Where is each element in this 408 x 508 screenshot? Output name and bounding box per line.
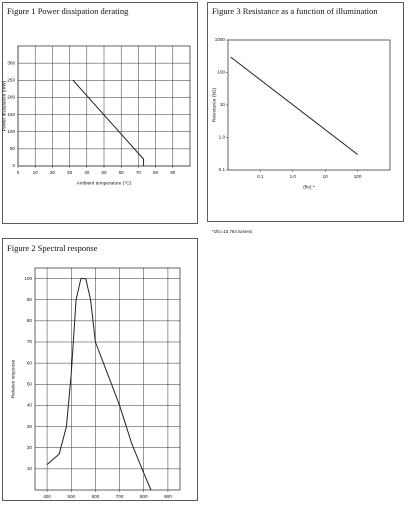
y-tick-label: 80 xyxy=(27,318,33,323)
y-tick-label: 150 xyxy=(7,112,15,117)
x-tick-label: 800 xyxy=(140,494,148,499)
x-tick-label: 90 xyxy=(170,170,176,175)
x-tick-label: 70 xyxy=(136,170,142,175)
y-tick-label: 90 xyxy=(27,297,33,302)
y-tick-label: 300 xyxy=(7,60,15,65)
y-axis-label: Resistance (kΩ) xyxy=(211,87,217,122)
y-tick-label: 100 xyxy=(217,70,225,75)
data-line xyxy=(230,56,358,155)
x-tick-label: 80 xyxy=(153,170,159,175)
x-tick-label: 1.0 xyxy=(290,174,297,179)
figure-title: Figure 1 Power dissipation derating xyxy=(7,6,129,16)
x-tick-label: 10 xyxy=(33,170,39,175)
x-tick-label: 100 xyxy=(354,174,362,179)
y-tick-label: 50 xyxy=(27,382,33,387)
plot-frame xyxy=(34,267,181,491)
y-tick-label: 200 xyxy=(7,95,15,100)
x-axis-label: (ftc) * xyxy=(303,184,315,190)
y-tick-label: 100 xyxy=(24,276,32,281)
y-tick-label: 10 xyxy=(220,102,226,107)
figure-frame xyxy=(2,2,198,224)
y-tick-label: 0.1 xyxy=(219,167,226,172)
x-tick-label: 0 xyxy=(17,170,20,175)
x-tick-label: 30 xyxy=(67,170,73,175)
figure-title: Figure 3 Resistance as a function of ill… xyxy=(212,6,378,16)
y-tick-label: 1.0 xyxy=(219,135,226,140)
y-tick-label: 100 xyxy=(7,129,15,134)
x-tick-label: 10 xyxy=(323,174,329,179)
y-tick-label: 40 xyxy=(27,403,33,408)
x-tick-label: 40 xyxy=(84,170,90,175)
x-tick-label: 20 xyxy=(50,170,56,175)
y-tick-label: 30 xyxy=(27,424,33,429)
data-line xyxy=(46,278,152,491)
y-tick-label: 0 xyxy=(12,163,15,168)
y-tick-label: 70 xyxy=(27,339,33,344)
y-tick-label: 10 xyxy=(27,466,33,471)
y-tick-label: 250 xyxy=(7,78,15,83)
x-tick-label: 0.1 xyxy=(257,174,264,179)
y-tick-label: 20 xyxy=(27,445,33,450)
plot-frame xyxy=(227,39,391,171)
x-tick-label: 600 xyxy=(92,494,100,499)
x-tick-label: 60 xyxy=(119,170,125,175)
figure-title: Figure 2 Spectral response xyxy=(7,243,98,253)
data-line xyxy=(72,79,145,166)
y-axis-label: Relative response xyxy=(10,359,16,398)
figure-frame xyxy=(207,2,404,222)
figure-frame xyxy=(2,238,198,501)
x-tick-label: 700 xyxy=(116,494,124,499)
x-axis-label: Ambient temperature (°C) xyxy=(77,180,132,186)
x-tick-label: 400 xyxy=(43,494,51,499)
x-tick-label: 900 xyxy=(164,494,172,499)
footnote: *1ftc=10.764 lumens xyxy=(212,229,253,234)
y-axis-label: Power dissipation (mW) xyxy=(1,80,7,131)
x-tick-label: 50 xyxy=(101,170,107,175)
y-tick-label: 60 xyxy=(27,360,33,365)
y-tick-label: 1000 xyxy=(215,37,226,42)
y-tick-label: 50 xyxy=(10,146,16,151)
x-tick-label: 500 xyxy=(67,494,75,499)
